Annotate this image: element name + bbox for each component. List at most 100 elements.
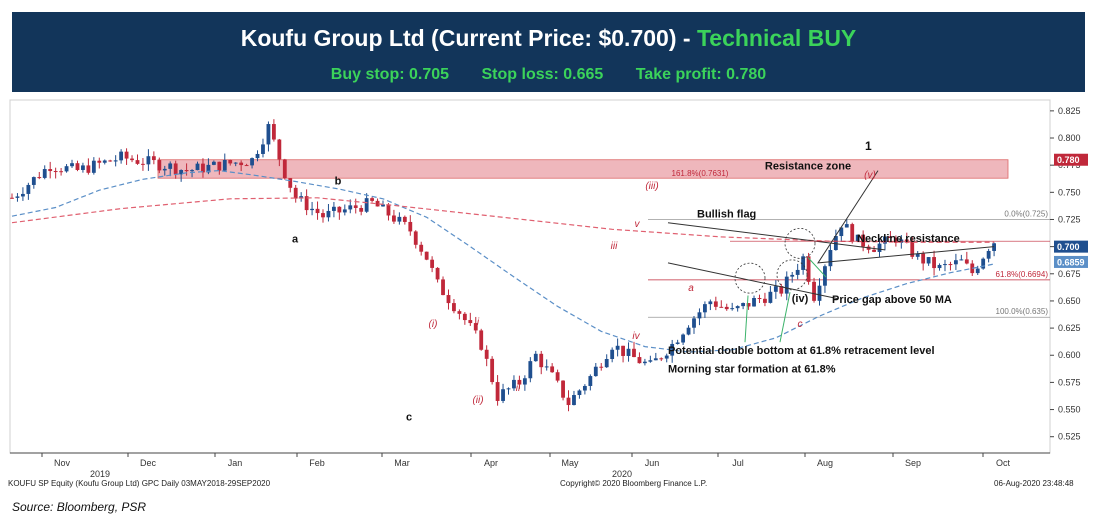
candle-body bbox=[561, 380, 565, 398]
candle-body bbox=[97, 160, 102, 163]
candle-body bbox=[533, 353, 538, 362]
candle-body bbox=[948, 264, 953, 266]
candle-body bbox=[833, 236, 838, 251]
candle-body bbox=[539, 353, 544, 368]
wave-label: (i) bbox=[429, 319, 438, 330]
candle-body bbox=[681, 334, 686, 343]
candle-body bbox=[435, 267, 440, 280]
candle-body bbox=[452, 303, 456, 312]
candle-body bbox=[162, 168, 167, 171]
candle-body bbox=[730, 308, 735, 310]
candle-body bbox=[637, 357, 642, 364]
candle-body bbox=[986, 250, 991, 259]
candle-body bbox=[135, 160, 140, 164]
candle-body bbox=[713, 301, 718, 307]
candle-body bbox=[719, 306, 724, 308]
candle-body bbox=[277, 139, 282, 160]
candle-body bbox=[310, 208, 314, 211]
x-tick-label: Nov bbox=[54, 458, 71, 468]
candle-body bbox=[288, 178, 293, 188]
candle-body bbox=[430, 259, 435, 268]
ma-200-line bbox=[11, 197, 995, 243]
candle-body bbox=[724, 306, 729, 310]
candle-body bbox=[342, 209, 347, 213]
wave-label: b bbox=[335, 176, 342, 188]
candle-body bbox=[37, 177, 42, 179]
wave-label: (v) bbox=[864, 170, 876, 181]
source-note: Source: Bloomberg, PSR bbox=[12, 500, 147, 514]
copyright-label: Copyright© 2020 Bloomberg Finance L.P. bbox=[560, 479, 708, 488]
candle-body bbox=[981, 258, 986, 269]
candle-body bbox=[326, 210, 331, 218]
bullish-flag-label: Bullish flag bbox=[697, 208, 756, 220]
y-tick-label: 0.600 bbox=[1058, 350, 1081, 360]
candle-body bbox=[81, 165, 85, 170]
candle-body bbox=[861, 234, 866, 247]
trade-levels: Buy stop: 0.705 Stop loss: 0.665 Take pr… bbox=[12, 66, 1085, 84]
wave-label: (iii) bbox=[645, 181, 658, 192]
candle-body bbox=[692, 318, 696, 328]
candle-body bbox=[812, 281, 816, 301]
candle-body bbox=[632, 348, 636, 358]
candle-body bbox=[528, 361, 533, 379]
candle-body bbox=[828, 250, 833, 267]
candle-body bbox=[686, 327, 691, 335]
candle-body bbox=[959, 259, 964, 261]
ma-50-line bbox=[11, 169, 995, 353]
title-company: Koufu Group Ltd (Current Price: $0.700) … bbox=[240, 25, 691, 51]
x-tick-label: Aug bbox=[817, 458, 833, 468]
wave-label: v bbox=[635, 219, 641, 230]
plot-frame bbox=[9, 99, 1051, 454]
y-tick-label: 0.675 bbox=[1058, 269, 1081, 279]
wave-label: (ii) bbox=[472, 395, 483, 406]
gap-label: Price gap above 50 MA bbox=[832, 294, 952, 306]
candle-body bbox=[26, 184, 31, 194]
candle-body bbox=[648, 360, 653, 362]
candle-body bbox=[392, 215, 396, 222]
candle-body bbox=[211, 161, 216, 165]
neckline-label: Neckline resistance bbox=[857, 233, 960, 245]
fib-level-label: 100.0%(0.635) bbox=[996, 307, 1049, 316]
candle-body bbox=[184, 170, 189, 172]
candle-body bbox=[206, 164, 211, 173]
security-label: KOUFU SP Equity (Koufu Group Ltd) GPC Da… bbox=[8, 479, 271, 488]
x-tick-label: Feb bbox=[309, 458, 325, 468]
x-tick-label: Sep bbox=[905, 458, 921, 468]
candle-body bbox=[113, 160, 118, 162]
pattern-circle bbox=[784, 227, 816, 259]
candle-body bbox=[141, 163, 145, 165]
candle-body bbox=[266, 124, 271, 145]
x-tick-label: Jun bbox=[645, 458, 660, 468]
candle-body bbox=[975, 268, 980, 274]
fib-level-label: 0.0%(0.725) bbox=[1004, 209, 1048, 218]
candle-body bbox=[621, 345, 625, 356]
candle-body bbox=[364, 198, 369, 212]
candle-body bbox=[599, 366, 604, 368]
fib-level-label: 161.8%(0.7631) bbox=[672, 169, 729, 178]
wave-label: i bbox=[477, 317, 480, 328]
candle-body bbox=[904, 239, 909, 242]
candle-body bbox=[315, 208, 320, 214]
pattern-circle bbox=[734, 262, 766, 294]
price-tag bbox=[1054, 153, 1088, 166]
flag-upper-line bbox=[667, 222, 886, 251]
candle-body bbox=[588, 376, 593, 386]
candle-body bbox=[512, 379, 516, 389]
timestamp-label: 06-Aug-2020 23:48:48 bbox=[994, 479, 1074, 488]
candle-body bbox=[735, 306, 740, 309]
candle-body bbox=[179, 170, 184, 175]
candle-body bbox=[839, 227, 844, 237]
candle-body bbox=[304, 196, 309, 211]
title-banner: Koufu Group Ltd (Current Price: $0.700) … bbox=[12, 12, 1085, 92]
candle-body bbox=[70, 163, 74, 167]
resistance-zone-label: Resistance zone bbox=[765, 161, 851, 173]
candle-body bbox=[222, 159, 227, 171]
candle-body bbox=[375, 200, 380, 207]
candle-body bbox=[964, 259, 969, 264]
candle-body bbox=[626, 348, 631, 356]
candle-body bbox=[86, 165, 91, 173]
candle-body bbox=[271, 124, 276, 140]
candle-body bbox=[659, 358, 664, 360]
candle-body bbox=[381, 204, 385, 207]
price-tag bbox=[1054, 255, 1088, 268]
